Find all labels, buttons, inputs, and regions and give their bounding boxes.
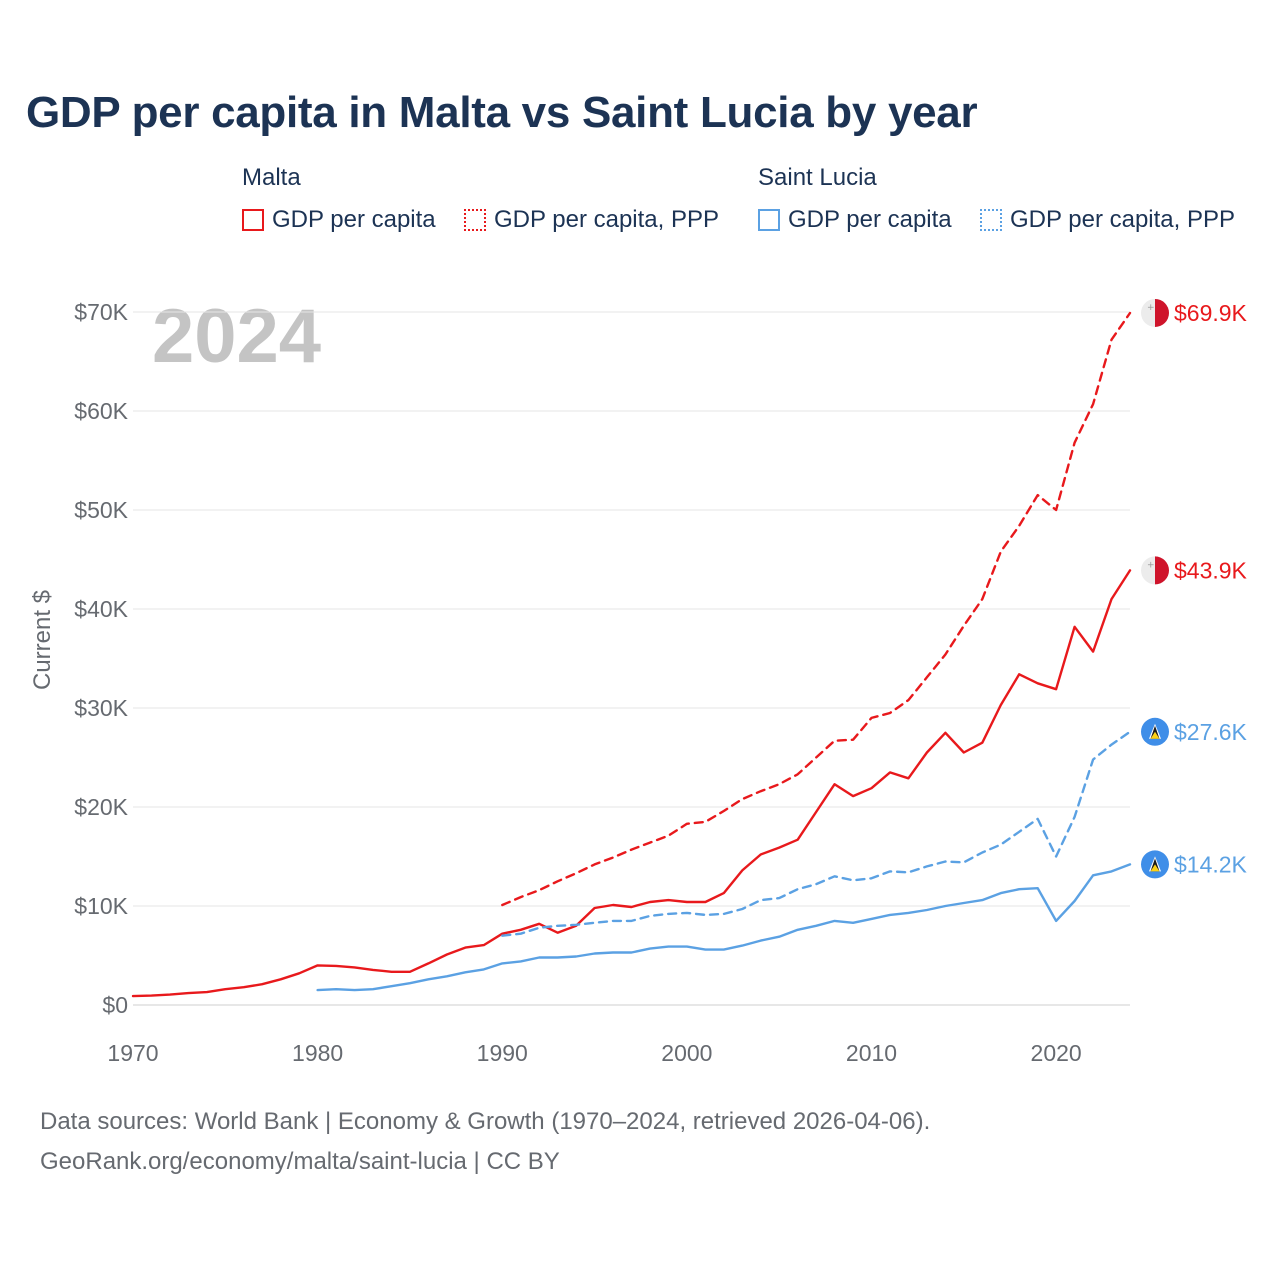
- legend-swatch-solid-icon: [242, 209, 264, 231]
- legend-item-malta-gdp[interactable]: GDP per capita: [242, 206, 436, 234]
- y-tick-label: $20K: [74, 794, 128, 820]
- y-tick-label: $50K: [74, 497, 128, 523]
- legend-label: GDP per capita: [272, 206, 436, 233]
- flag-triangle-yellow: [1150, 731, 1160, 739]
- y-tick-label: $30K: [74, 695, 128, 721]
- end-value-label: $27.6K: [1174, 719, 1248, 745]
- chart-title: GDP per capita in Malta vs Saint Lucia b…: [26, 88, 978, 137]
- x-tick-label: 2010: [846, 1040, 897, 1066]
- end-label-malta: + $69.9K: [1141, 298, 1248, 327]
- end-label-saint-lucia: $14.2K: [1141, 850, 1248, 879]
- end-value-label: $69.9K: [1174, 300, 1248, 326]
- y-tick-label: $10K: [74, 893, 128, 919]
- legend-label: GDP per capita, PPP: [494, 206, 719, 233]
- year-watermark: 2024: [152, 294, 321, 379]
- source-line-2: GeoRank.org/economy/malta/saint-lucia | …: [40, 1148, 560, 1175]
- series-line-malta-gdp: [131, 569, 1132, 998]
- flag-triangle-yellow: [1150, 864, 1160, 872]
- legend-label: GDP per capita: [788, 206, 952, 233]
- end-value-label: $14.2K: [1174, 851, 1248, 877]
- end-label-malta: + $43.9K: [1141, 556, 1248, 585]
- series-line-saint-lucia-ppp: [501, 730, 1132, 937]
- malta-flag-red-half: [1155, 298, 1169, 327]
- x-tick-label: 1990: [477, 1040, 528, 1066]
- y-axis-label: Current $: [29, 590, 56, 690]
- legend-group-malta: Malta: [242, 164, 301, 191]
- series-line-malta-ppp: [501, 311, 1132, 907]
- y-tick-label: $40K: [74, 596, 128, 622]
- x-tick-label: 1970: [107, 1040, 158, 1066]
- source-line-1: Data sources: World Bank | Economy & Gro…: [40, 1108, 931, 1135]
- legend-swatch-solid-icon: [758, 209, 780, 231]
- legend-item-malta-gdp-ppp[interactable]: GDP per capita, PPP: [464, 206, 719, 234]
- x-tick-label: 1980: [292, 1040, 343, 1066]
- legend-item-saint-lucia-gdp[interactable]: GDP per capita: [758, 206, 952, 234]
- end-value-label: $43.9K: [1174, 557, 1248, 583]
- legend-swatch-dotted-icon: [464, 209, 486, 231]
- y-tick-label: $70K: [74, 299, 128, 325]
- y-tick-label: $60K: [74, 398, 128, 424]
- malta-flag-red-half: [1155, 556, 1169, 585]
- malta-cross-icon: +: [1147, 560, 1155, 570]
- end-label-saint-lucia: $27.6K: [1141, 717, 1248, 746]
- x-tick-label: 2020: [1031, 1040, 1082, 1066]
- legend-swatch-dotted-icon: [980, 209, 1002, 231]
- y-tick-label: $0: [102, 992, 128, 1018]
- malta-cross-icon: +: [1147, 303, 1155, 313]
- legend-group-saint-lucia: Saint Lucia: [758, 164, 877, 191]
- series-line-saint-lucia-gdp: [316, 863, 1132, 992]
- legend-label: GDP per capita, PPP: [1010, 206, 1235, 233]
- x-tick-label: 2000: [661, 1040, 712, 1066]
- legend-item-saint-lucia-gdp-ppp[interactable]: GDP per capita, PPP: [980, 206, 1235, 234]
